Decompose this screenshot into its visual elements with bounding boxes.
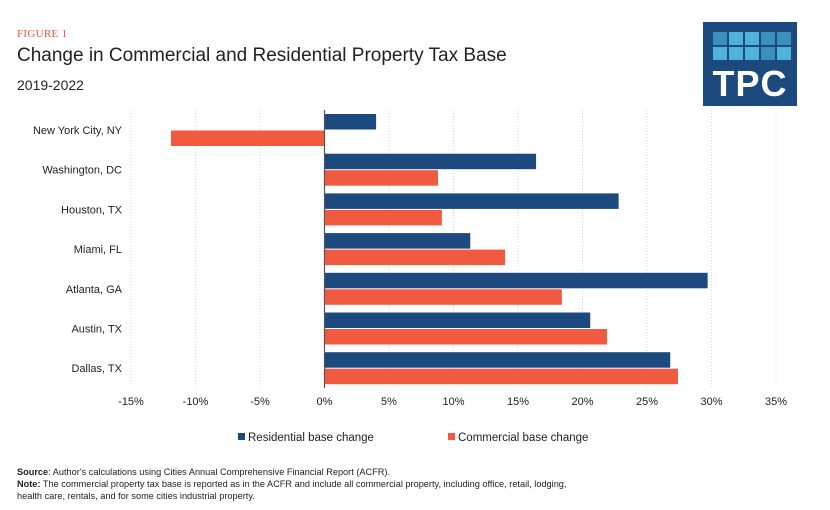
logo-text: TPC bbox=[712, 63, 788, 104]
note-label: Note: bbox=[17, 479, 41, 489]
logo-square bbox=[729, 47, 743, 60]
figure-label: FIGURE 1 bbox=[17, 28, 68, 40]
logo-square bbox=[713, 32, 727, 45]
legend-swatch bbox=[238, 433, 245, 440]
logo-square bbox=[761, 47, 775, 60]
source-text: : Author's calculations using Cities Ann… bbox=[48, 467, 391, 477]
legend-label: Residential base change bbox=[248, 432, 374, 444]
x-tick-label: 25% bbox=[636, 396, 658, 408]
logo-square bbox=[729, 32, 743, 45]
residential-bar bbox=[324, 114, 377, 130]
residential-bar bbox=[324, 153, 537, 170]
note: Note: The commercial property tax base i… bbox=[17, 478, 566, 502]
x-tick-label: -15% bbox=[118, 396, 144, 408]
x-tick-label: 30% bbox=[700, 396, 722, 408]
x-tick-label: -5% bbox=[250, 396, 270, 408]
x-tick-label: 0% bbox=[317, 396, 333, 408]
x-tick-label: 20% bbox=[571, 396, 593, 408]
residential-bar bbox=[324, 193, 619, 209]
commercial-bar bbox=[324, 289, 562, 305]
category-label: New York City, NY bbox=[33, 125, 123, 137]
residential-bar bbox=[324, 312, 591, 328]
chart-title: Change in Commercial and Residential Pro… bbox=[17, 45, 507, 66]
legend-swatch bbox=[448, 433, 455, 440]
note-text: The commercial property tax base is repo… bbox=[40, 479, 567, 489]
x-tick-label: 10% bbox=[442, 396, 464, 408]
category-label: Washington, DC bbox=[42, 165, 122, 177]
legend-label: Commercial base change bbox=[458, 432, 588, 444]
commercial-bar bbox=[324, 209, 442, 226]
source-label: Source bbox=[17, 467, 49, 477]
category-label: Miami, FL bbox=[74, 244, 122, 256]
note-text-2: health care, rentals, and for some citie… bbox=[17, 491, 255, 501]
chart-subtitle: 2019-2022 bbox=[17, 77, 84, 93]
x-tick-label: 5% bbox=[381, 396, 397, 408]
commercial-bar bbox=[324, 249, 506, 266]
logo-square bbox=[745, 47, 759, 60]
source-note: Source: Author's calculations using Citi… bbox=[17, 466, 390, 478]
category-label: Houston, TX bbox=[61, 204, 123, 216]
residential-bar bbox=[324, 352, 671, 368]
x-tick-label: 15% bbox=[507, 396, 529, 408]
x-tick-label: -10% bbox=[183, 396, 209, 408]
tpc-logo: TPC bbox=[703, 22, 797, 106]
logo-square bbox=[713, 47, 727, 60]
logo-square bbox=[761, 32, 775, 45]
residential-bar bbox=[324, 272, 708, 289]
commercial-bar bbox=[324, 329, 608, 345]
commercial-bar bbox=[324, 170, 439, 186]
residential-bar bbox=[324, 233, 471, 249]
category-label: Dallas, TX bbox=[71, 363, 122, 375]
category-label: Austin, TX bbox=[71, 324, 122, 336]
logo-square bbox=[777, 32, 791, 45]
commercial-bar bbox=[324, 368, 678, 385]
bar-chart: -15% -10% -5% 0% 5% 10% 15% 20% 25% 30% 35% New Yor… bbox=[33, 110, 787, 444]
commercial-bar bbox=[170, 130, 325, 146]
category-label: Atlanta, GA bbox=[66, 284, 123, 296]
logo-square bbox=[745, 32, 759, 45]
x-tick-label: 35% bbox=[765, 396, 787, 408]
logo-square bbox=[777, 47, 791, 60]
